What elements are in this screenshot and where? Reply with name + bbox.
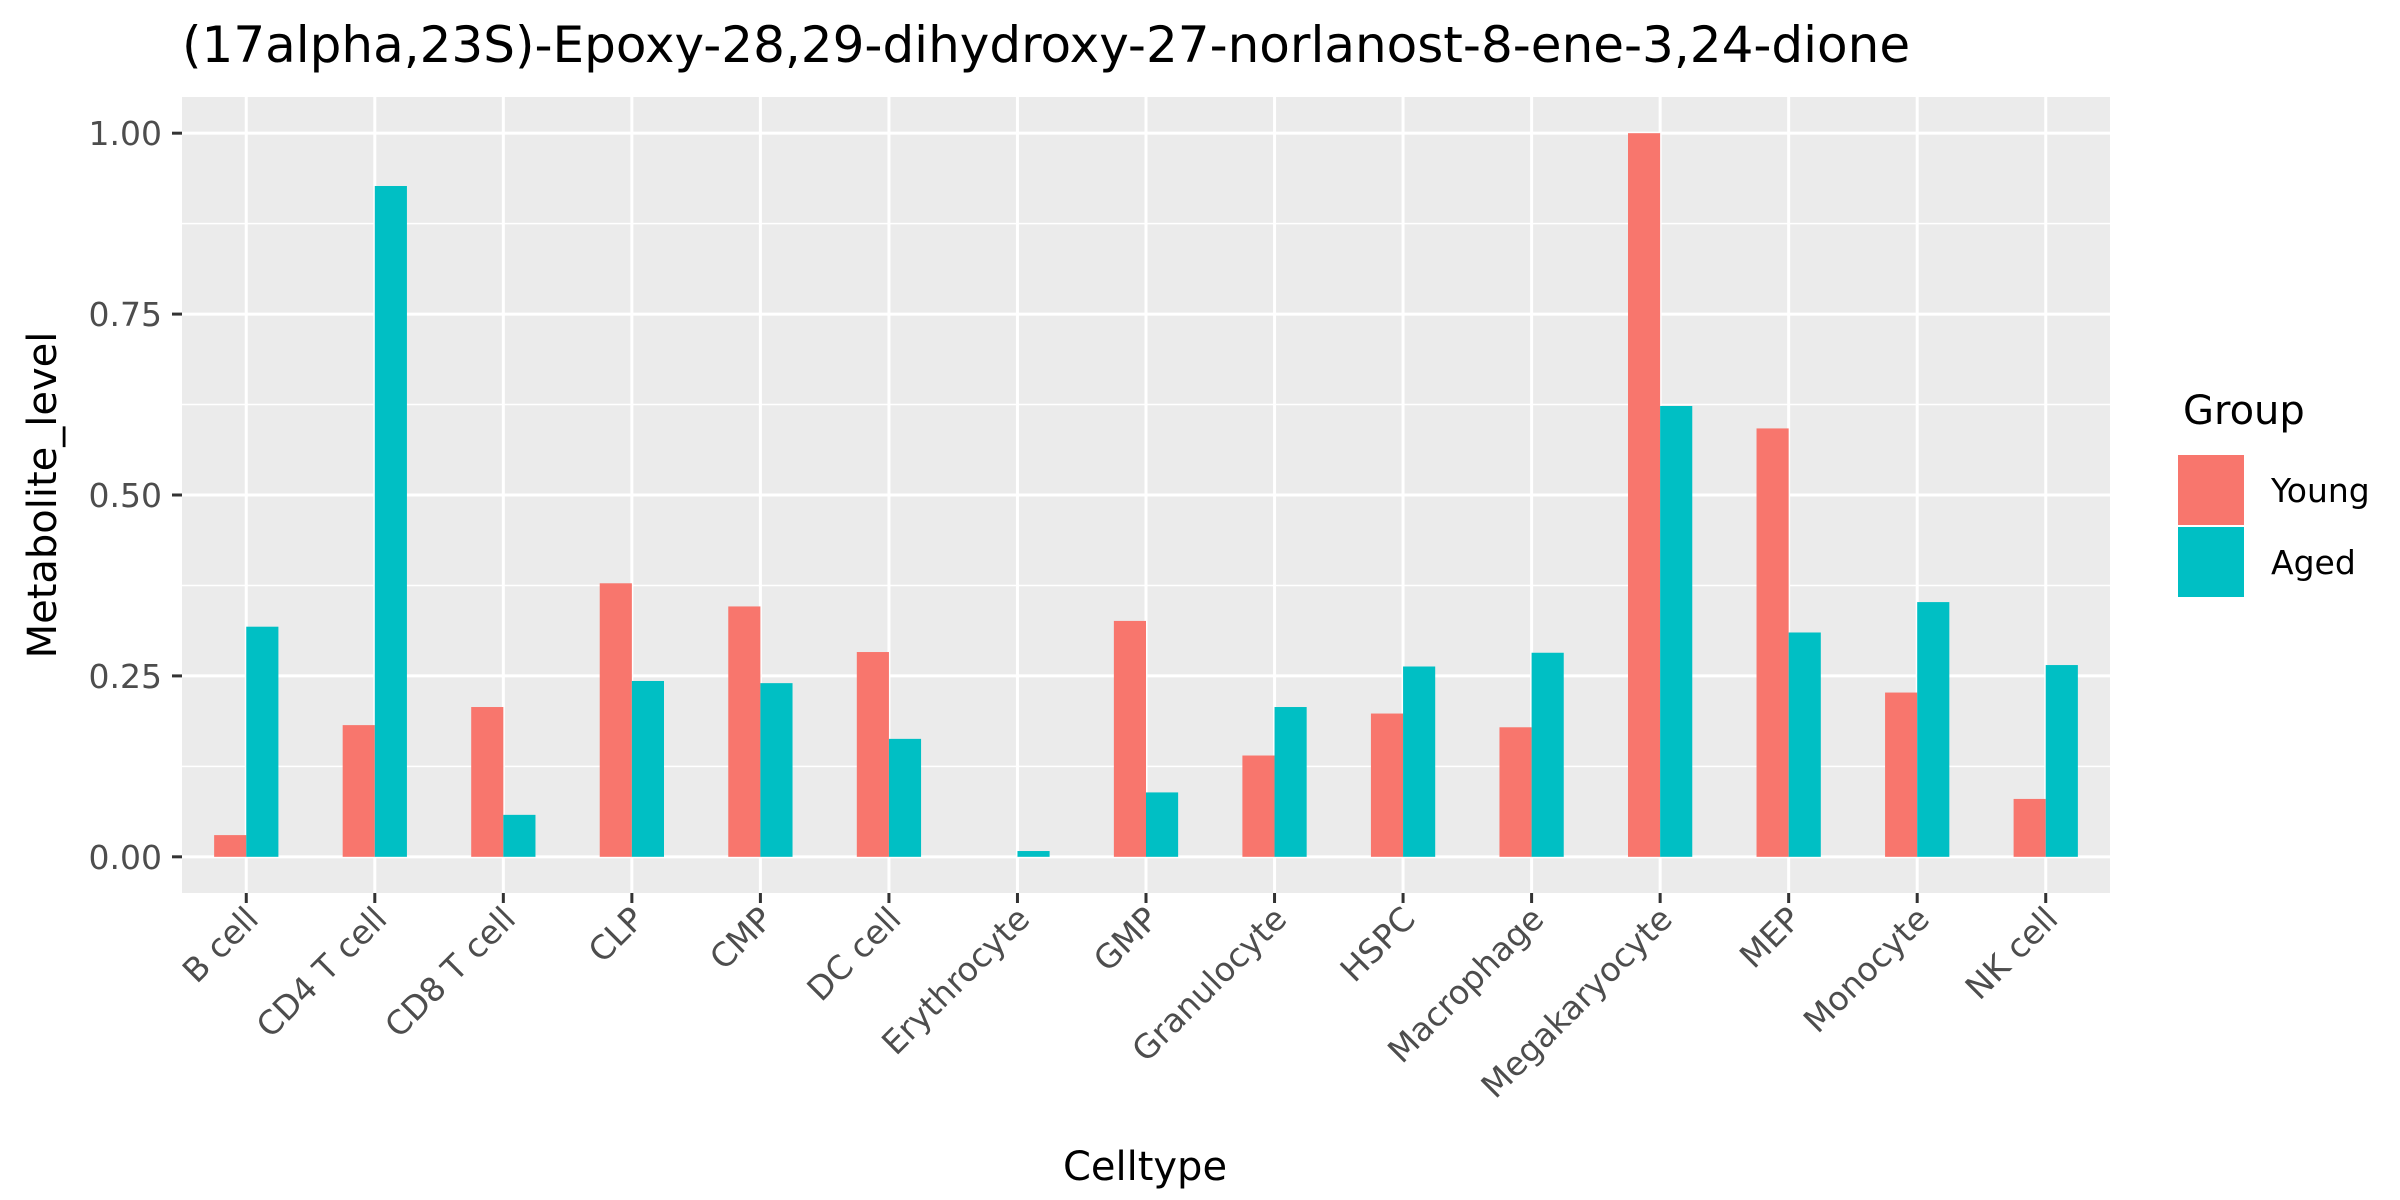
bar-young-mep: [1756, 428, 1789, 857]
bar-aged-hspc: [1403, 666, 1436, 857]
bar-young-monocyte: [1885, 692, 1918, 857]
bar-aged-cd8-t-cell: [503, 814, 536, 857]
bar-aged-megakaryocyte: [1660, 405, 1693, 857]
bar-aged-gmp: [1146, 792, 1179, 857]
chart-title: (17alpha,23S)-Epoxy-28,29-dihydroxy-27-n…: [182, 16, 1910, 74]
y-tick-label: 0.00: [89, 838, 162, 877]
legend-title: Group: [2183, 388, 2305, 434]
bar-aged-b-cell: [246, 626, 279, 857]
bar-young-macrophage: [1499, 727, 1532, 857]
bar-young-megakaryocyte: [1628, 133, 1661, 857]
bar-aged-clp: [631, 680, 664, 857]
bar-aged-nk-cell: [2045, 665, 2078, 857]
bar-young-granulocyte: [1242, 755, 1275, 857]
legend: Group Young Aged: [2178, 388, 2370, 597]
y-tick-label: 0.25: [89, 657, 162, 696]
bar-young-clp: [599, 583, 632, 857]
bar-young-cd4-t-cell: [342, 725, 375, 857]
bar-young-gmp: [1113, 620, 1146, 857]
bar-aged-erythrocyte: [1017, 851, 1050, 857]
y-tick-label: 0.50: [89, 476, 162, 515]
bar-young-hspc: [1370, 713, 1404, 857]
x-axis-label: Celltype: [1063, 1144, 1227, 1190]
y-tick-label: 0.75: [89, 295, 162, 334]
bar-young-cmp: [728, 606, 761, 857]
y-tick-label: 1.00: [89, 114, 162, 153]
legend-label-aged: Aged: [2271, 543, 2356, 582]
legend-key-young: [2178, 455, 2244, 525]
bar-young-cd8-t-cell: [471, 707, 504, 857]
bar-aged-cd4-t-cell: [374, 186, 407, 857]
legend-key-aged: [2178, 527, 2244, 597]
bar-aged-monocyte: [1917, 602, 1950, 857]
bar-aged-dc-cell: [888, 738, 922, 857]
bar-aged-cmp: [760, 683, 793, 857]
bar-young-nk-cell: [2013, 798, 2046, 857]
bar-aged-mep: [1788, 632, 1821, 857]
bar-aged-macrophage: [1531, 652, 1564, 857]
legend-label-young: Young: [2270, 471, 2370, 510]
y-axis-label: Metabolite_level: [20, 332, 66, 659]
bars: [214, 133, 2078, 857]
bar-aged-granulocyte: [1274, 707, 1307, 857]
bar-young-dc-cell: [856, 652, 889, 857]
bar-young-b-cell: [214, 835, 247, 857]
